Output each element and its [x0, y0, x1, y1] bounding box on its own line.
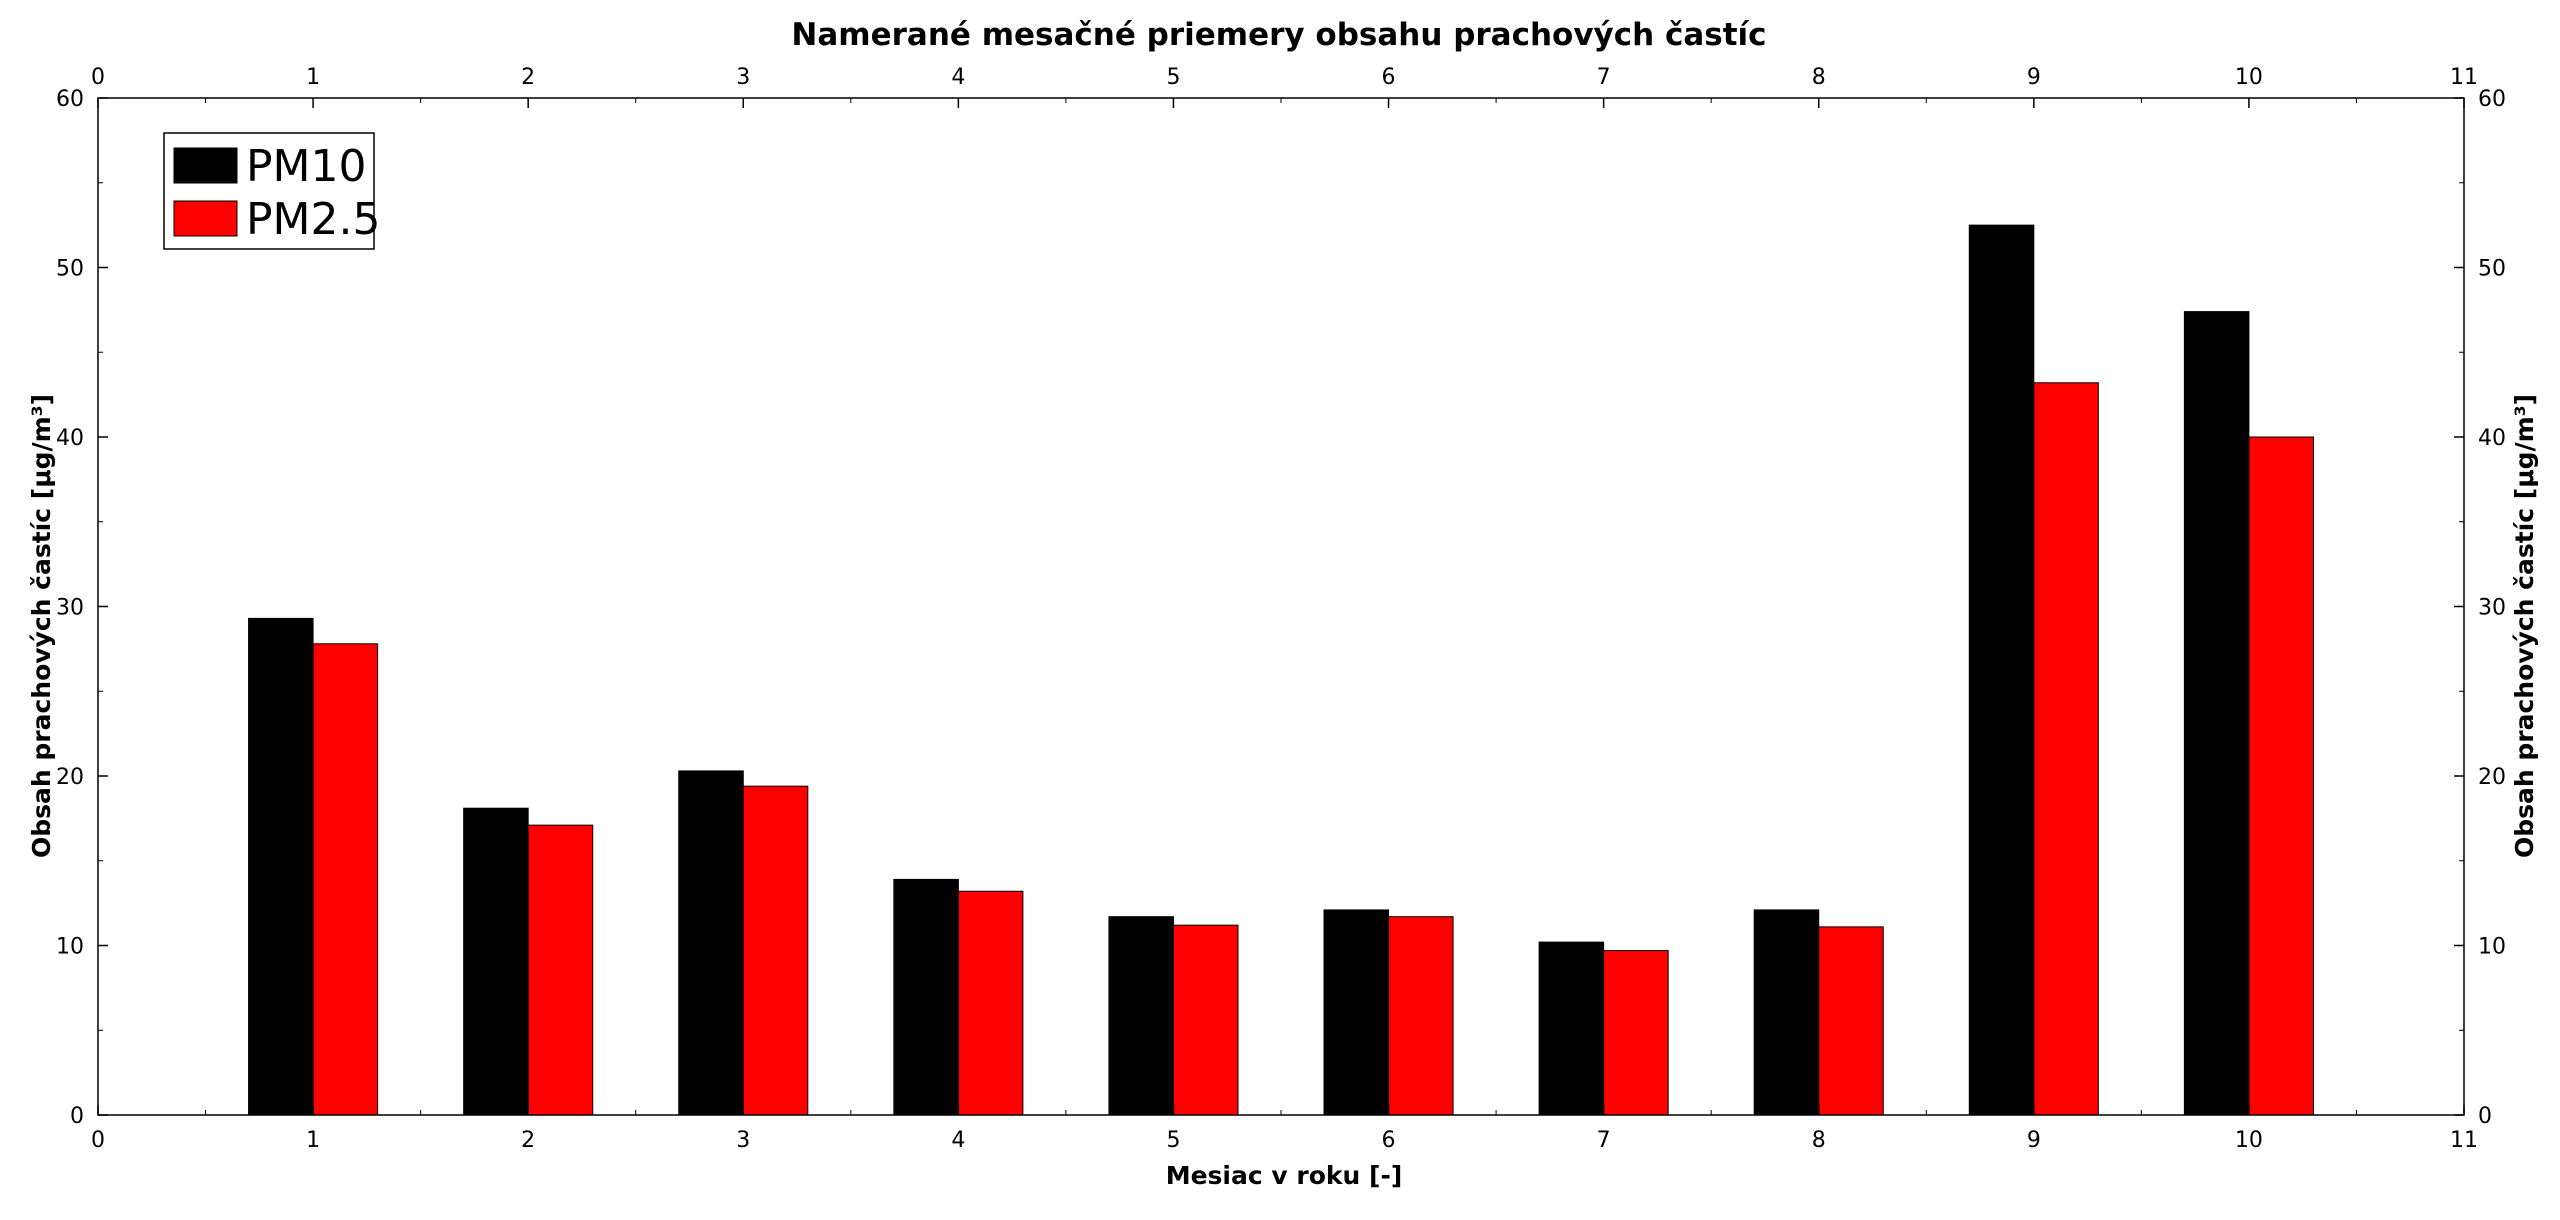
bar-pm10-month-3	[678, 770, 744, 1116]
x-tick-label-top: 8	[1812, 65, 1826, 90]
x-tick-label-bottom: 4	[951, 1128, 965, 1153]
legend: PM10 PM2.5	[163, 132, 380, 250]
y-tick-label-left: 10	[56, 935, 84, 960]
bar-pm10-month-2	[463, 807, 529, 1116]
y-tick-label-right: 0	[2478, 1104, 2492, 1129]
legend-swatch-pm10	[173, 147, 238, 184]
y-tick-label-right: 40	[2478, 426, 2506, 451]
bar-pm25-month-3	[742, 785, 809, 1116]
y-tick-label-left: 0	[70, 1104, 84, 1129]
x-tick-label-bottom: 1	[306, 1128, 320, 1153]
x-tick-label-bottom: 11	[2450, 1128, 2478, 1153]
bar-pm10-month-8	[1753, 909, 1820, 1116]
y-tick-label-right: 10	[2478, 935, 2506, 960]
bar-pm25-month-1	[312, 643, 379, 1116]
bar-pm25-month-5	[1172, 924, 1239, 1116]
y-tick-label-left: 50	[56, 257, 84, 282]
y-tick-label-right: 30	[2478, 596, 2506, 621]
x-tick-label-top: 2	[521, 65, 535, 90]
legend-label-pm10: PM10	[246, 141, 366, 192]
x-axis-label: Mesiac v roku [-]	[1166, 1161, 1403, 1190]
legend-swatch-pm25	[173, 200, 238, 237]
bar-pm10-month-7	[1538, 941, 1605, 1116]
bar-pm25-month-9	[2033, 382, 2099, 1116]
x-tick-label-top: 4	[951, 65, 965, 90]
x-tick-label-top: 3	[736, 65, 750, 90]
bars-layer	[248, 224, 2314, 1116]
x-tick-label-bottom: 8	[1812, 1128, 1826, 1153]
x-tick-label-top: 0	[91, 65, 105, 90]
bar-pm25-month-7	[1603, 950, 1669, 1116]
x-tick-label-bottom: 0	[91, 1128, 105, 1153]
x-tick-label-bottom: 10	[2235, 1128, 2263, 1153]
x-tick-label-bottom: 2	[521, 1128, 535, 1153]
bar-pm10-month-9	[1968, 224, 2035, 1116]
y-axis-label-left: Obsah prachových častíc [μg/m³]	[27, 394, 56, 858]
plot-area-frame	[97, 97, 2465, 1116]
bar-pm25-month-4	[957, 890, 1024, 1116]
x-tick-label-top: 11	[2450, 65, 2478, 90]
y-tick-label-left: 40	[56, 426, 84, 451]
y-tick-label-right: 50	[2478, 257, 2506, 282]
y-tick-label-right: 20	[2478, 765, 2506, 790]
bar-pm10-month-10	[2183, 311, 2250, 1116]
x-tick-label-bottom: 9	[2027, 1128, 2041, 1153]
bar-pm25-month-10	[2248, 436, 2314, 1116]
bar-pm10-month-1	[248, 617, 314, 1116]
x-tick-label-top: 9	[2027, 65, 2041, 90]
y-tick-label-left: 30	[56, 596, 84, 621]
x-tick-label-bottom: 6	[1382, 1128, 1396, 1153]
bar-pm25-month-8	[1818, 926, 1884, 1116]
x-tick-label-top: 5	[1166, 65, 1180, 90]
bar-pm25-month-2	[527, 824, 594, 1116]
bar-pm10-month-4	[893, 878, 959, 1116]
x-tick-label-bottom: 7	[1597, 1128, 1611, 1153]
x-tick-label-top: 7	[1597, 65, 1611, 90]
y-tick-label-left: 60	[56, 87, 84, 112]
y-axis-label-right: Obsah prachových častíc [μg/m³]	[2510, 394, 2539, 858]
x-tick-label-bottom: 5	[1166, 1128, 1180, 1153]
x-tick-label-bottom: 3	[736, 1128, 750, 1153]
legend-label-pm25: PM2.5	[246, 194, 380, 245]
bar-pm10-month-6	[1323, 909, 1390, 1116]
y-tick-label-left: 20	[56, 765, 84, 790]
chart-title: Namerané mesačné priemery obsahu prachov…	[791, 17, 1766, 53]
bar-pm25-month-6	[1388, 916, 1454, 1116]
x-tick-label-top: 10	[2235, 65, 2263, 90]
y-tick-label-right: 60	[2478, 87, 2506, 112]
x-tick-label-top: 1	[306, 65, 320, 90]
x-tick-label-top: 6	[1382, 65, 1396, 90]
bar-pm10-month-5	[1108, 916, 1174, 1116]
